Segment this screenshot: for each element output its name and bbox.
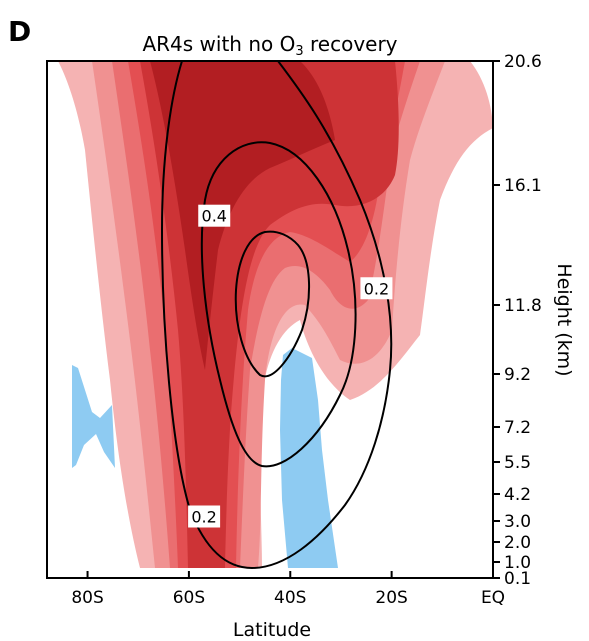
y-tick-label: 4.2 bbox=[504, 485, 531, 505]
plot-frame bbox=[46, 60, 494, 579]
contour-lines bbox=[160, 61, 393, 570]
y-tick-label: 5.5 bbox=[504, 453, 531, 473]
contour-line-1 bbox=[160, 61, 393, 570]
shade-band-6 bbox=[150, 61, 335, 370]
y-tick-label: 16.1 bbox=[504, 176, 542, 196]
contour-line-2 bbox=[200, 141, 357, 468]
chart-title-main: AR4s with no O bbox=[142, 32, 295, 56]
y-axis: 20.6 16.1 11.8 9.2 7.2 5.5 4.2 3.02.01.00.1 bbox=[493, 52, 542, 589]
contour-label-text: 0.2 bbox=[191, 508, 216, 527]
y-tick-label: 0.1 bbox=[504, 569, 531, 589]
y-tick-label: 11.8 bbox=[504, 296, 542, 316]
chart-title-subscript: 3 bbox=[295, 44, 303, 59]
y-axis-label: Height (km) bbox=[553, 263, 575, 376]
contour-label-bg bbox=[360, 277, 393, 300]
contour-label-text: 0.4 bbox=[202, 207, 227, 226]
contour-label-bg bbox=[188, 505, 221, 528]
chart-title-tail: recovery bbox=[304, 32, 398, 56]
contour-label-bg bbox=[198, 204, 231, 227]
y-tick-label: 3.0 bbox=[504, 512, 531, 532]
x-tick-label: EQ bbox=[481, 588, 505, 608]
contour-line-3 bbox=[234, 230, 310, 378]
panel-label: D bbox=[8, 15, 31, 48]
chart-title: AR4s with no O3 recovery bbox=[142, 32, 397, 59]
contour-label-1: 0.4 bbox=[198, 204, 231, 227]
y-tick-label: 20.6 bbox=[504, 52, 542, 72]
negative-region-2 bbox=[280, 348, 338, 568]
y-tick-label: 1.0 bbox=[504, 553, 531, 573]
x-axis-label: Latitude bbox=[233, 619, 311, 641]
y-tick-label: 9.2 bbox=[504, 365, 531, 385]
contour-label-text: 0.2 bbox=[364, 279, 389, 298]
x-tick-label: 80S bbox=[71, 588, 103, 608]
contour-label-2: 0.2 bbox=[360, 277, 393, 300]
x-tick-label: 20S bbox=[375, 588, 407, 608]
x-tick-label: 40S bbox=[274, 588, 306, 608]
x-tick-label: 60S bbox=[173, 588, 205, 608]
negative-region-1 bbox=[72, 365, 115, 468]
x-axis: 80S 60S 40S 20S EQ bbox=[71, 571, 505, 608]
contour-labels: 0.4 0.2 0.2 bbox=[188, 204, 393, 528]
y-tick-label: 2.0 bbox=[504, 533, 531, 553]
y-tick-label: 7.2 bbox=[504, 418, 531, 438]
contour-label-3: 0.2 bbox=[188, 505, 221, 528]
shaded-field bbox=[58, 61, 493, 568]
